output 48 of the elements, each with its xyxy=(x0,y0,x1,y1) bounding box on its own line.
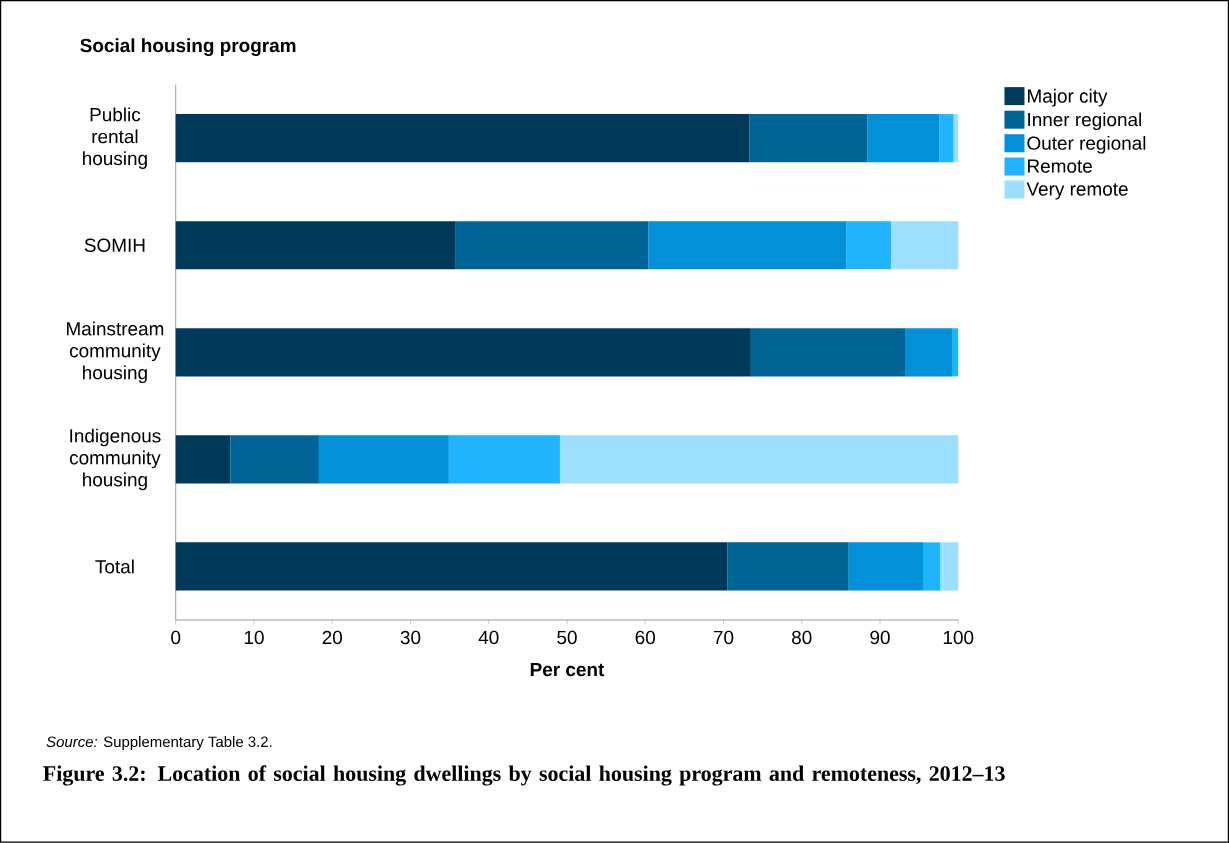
x-tick-label: 100 xyxy=(943,630,974,645)
x-tick-label: 60 xyxy=(635,630,656,645)
legend-label: Major city xyxy=(1028,88,1108,107)
bar xyxy=(559,435,959,484)
y-tick-label: Mainstream community housing xyxy=(67,321,164,384)
bar xyxy=(230,435,319,484)
bar xyxy=(318,435,449,484)
x-axis-title: Per cent xyxy=(530,663,605,677)
x-tick-label: 40 xyxy=(478,630,499,645)
legend-label: Inner regional xyxy=(1028,112,1141,131)
bar xyxy=(648,221,847,270)
bar xyxy=(175,542,728,591)
legend-label: Outer regional xyxy=(1027,136,1146,154)
x-tick-label: 70 xyxy=(713,630,734,645)
x-tick-label: 80 xyxy=(792,630,812,645)
bar xyxy=(867,114,940,163)
bar xyxy=(175,435,231,484)
y-tick-label: SOMIH xyxy=(84,238,145,253)
bar xyxy=(727,542,849,591)
bar xyxy=(175,328,751,377)
y-tick-label: Total xyxy=(95,559,134,574)
bar xyxy=(923,542,941,591)
bar xyxy=(940,542,959,591)
bar xyxy=(749,114,868,163)
x-tick-label: 30 xyxy=(400,630,421,645)
legend-label: Very remote xyxy=(1026,182,1128,200)
bar xyxy=(448,435,560,484)
bar xyxy=(951,328,959,377)
bar xyxy=(455,221,649,270)
bar xyxy=(890,221,959,270)
y-tick-label: Indigenous community housing xyxy=(69,428,161,491)
bar xyxy=(846,221,891,270)
bar xyxy=(848,542,924,591)
text: Source: Supplementary Table 3.2. xyxy=(46,736,272,751)
bar xyxy=(939,114,954,163)
legend-label: Remote xyxy=(1028,159,1092,173)
y-axis-title: Social housing program xyxy=(80,38,296,57)
x-tick-label: 50 xyxy=(557,630,577,645)
bar xyxy=(175,114,750,163)
text: Figure 3.2: Location of social housing dwellings by social housing program and remoteness, 2012–13 xyxy=(43,765,1005,786)
bar xyxy=(175,221,456,270)
x-tick-label: 20 xyxy=(322,630,343,645)
x-tick-label: 10 xyxy=(244,630,264,645)
x-tick-label: 90 xyxy=(870,630,890,645)
bar xyxy=(750,328,906,377)
x-tick-label: 0 xyxy=(171,630,181,645)
y-tick-label: Public rental housing xyxy=(83,107,147,170)
bar xyxy=(905,328,952,377)
